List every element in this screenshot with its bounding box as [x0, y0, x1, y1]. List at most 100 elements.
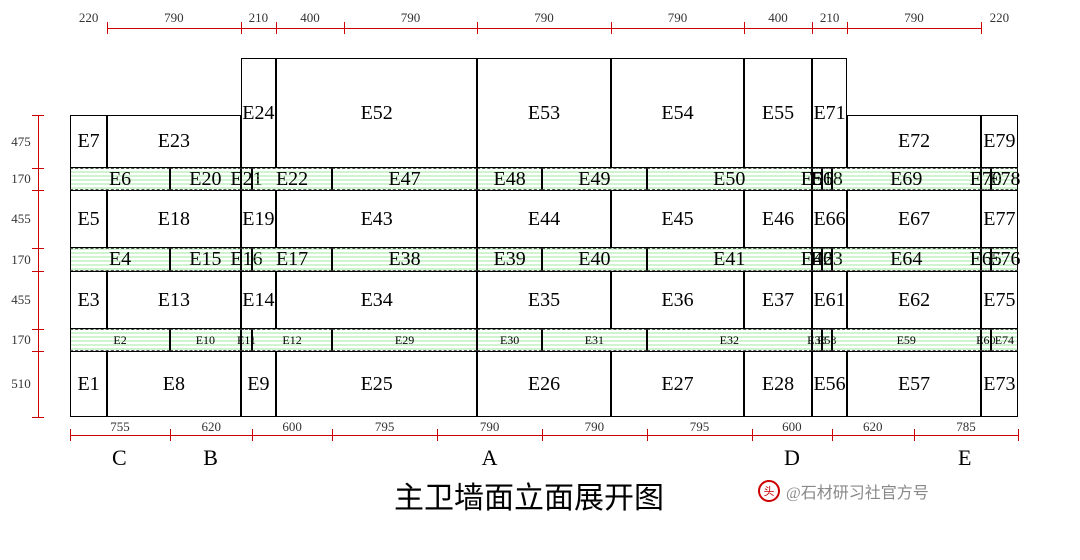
- panel-E37: E37: [744, 271, 812, 329]
- panel-E59: E59: [832, 329, 981, 351]
- panel-E74: E74: [991, 329, 1018, 351]
- panel-E2: E2: [70, 329, 170, 351]
- panel-E22: E22: [252, 168, 332, 190]
- panel-E28: E28: [744, 351, 812, 417]
- panel-E11: E11: [241, 329, 253, 351]
- dimension-label: 790: [107, 10, 240, 26]
- panel-E47: E47: [332, 168, 477, 190]
- dimension-label: 790: [611, 10, 744, 26]
- panel-E49: E49: [542, 168, 647, 190]
- panel-E38: E38: [332, 248, 477, 271]
- dimension-label: 510: [6, 376, 36, 392]
- dimension-label: 790: [847, 10, 980, 26]
- panel-E24: E24: [241, 58, 276, 168]
- panel-E29: E29: [332, 329, 477, 351]
- panel-E30: E30: [477, 329, 542, 351]
- panel-E14: E14: [241, 271, 276, 329]
- axis-label-B: B: [203, 445, 218, 471]
- dimension-label: 795: [647, 419, 752, 435]
- panel-E23: E23: [107, 115, 240, 168]
- panel-E6: E6: [70, 168, 170, 190]
- panel-E77: E77: [981, 190, 1018, 248]
- watermark-text: @石材研习社官方号: [786, 479, 929, 503]
- panel-E26: E26: [477, 351, 610, 417]
- watermark: 头 @石材研习社官方号: [758, 479, 929, 503]
- dimension-label: 210: [241, 10, 276, 26]
- panel-E76: E76: [991, 248, 1018, 271]
- panel-E66: E66: [812, 190, 847, 248]
- dimension-label: 785: [914, 419, 1018, 435]
- panel-E13: E13: [107, 271, 240, 329]
- elevation-drawing: E7E23E24E52E53E54E55E71E72E79E6E20E21E22…: [0, 0, 1080, 560]
- dimension-label: 620: [170, 419, 252, 435]
- panel-E73: E73: [981, 351, 1018, 417]
- dimension-label: 170: [6, 332, 36, 348]
- panel-E62: E62: [847, 271, 980, 329]
- panel-E57: E57: [847, 351, 980, 417]
- panel-E54: E54: [611, 58, 744, 168]
- axis-label-A: A: [482, 445, 498, 471]
- panel-E75: E75: [981, 271, 1018, 329]
- panel-E43: E43: [276, 190, 477, 248]
- panel-E7: E7: [70, 115, 107, 168]
- dimension-label: 795: [332, 419, 437, 435]
- dimension-label: 220: [981, 10, 1018, 26]
- panel-E72: E72: [847, 115, 980, 168]
- panel-E78: E78: [991, 168, 1018, 190]
- panel-E19: E19: [241, 190, 276, 248]
- panel-E32: E32: [647, 329, 812, 351]
- dimension-label: 790: [477, 10, 610, 26]
- panel-E79: E79: [981, 115, 1018, 168]
- panel-E10: E10: [170, 329, 241, 351]
- panel-E9: E9: [241, 351, 276, 417]
- drawing-title: 主卫墙面立面展开图: [394, 473, 664, 517]
- panel-E60: E60: [981, 329, 991, 351]
- panel-E71: E71: [812, 58, 847, 168]
- panel-E55: E55: [744, 58, 812, 168]
- dimension-label: 475: [6, 134, 36, 150]
- panel-E53: E53: [477, 58, 610, 168]
- panel-E48: E48: [477, 168, 542, 190]
- logo-icon: 头: [758, 480, 780, 502]
- panel-E1: E1: [70, 351, 107, 417]
- panel-E44: E44: [477, 190, 610, 248]
- panel-E27: E27: [611, 351, 744, 417]
- panel-E31: E31: [542, 329, 647, 351]
- panel-E5: E5: [70, 190, 107, 248]
- axis-label-E: E: [958, 445, 971, 471]
- dimension-label: 400: [276, 10, 344, 26]
- panel-E21: E21: [241, 168, 253, 190]
- panel-E35: E35: [477, 271, 610, 329]
- dimension-label: 790: [437, 419, 542, 435]
- axis-label-C: C: [112, 445, 127, 471]
- panel-E68: E68: [822, 168, 832, 190]
- dimension-label: 400: [744, 10, 812, 26]
- dimension-label: 755: [70, 419, 170, 435]
- dimension-label: 210: [812, 10, 847, 26]
- panel-E50: E50: [647, 168, 812, 190]
- panel-E67: E67: [847, 190, 980, 248]
- panel-E45: E45: [611, 190, 744, 248]
- panel-E52: E52: [276, 58, 477, 168]
- panel-E8: E8: [107, 351, 240, 417]
- panel-E61: E61: [812, 271, 847, 329]
- dimension-label: 790: [542, 419, 647, 435]
- panel-E64: E64: [832, 248, 981, 271]
- panel-E39: E39: [477, 248, 542, 271]
- panel-E34: E34: [276, 271, 477, 329]
- panel-E25: E25: [276, 351, 477, 417]
- panel-E46: E46: [744, 190, 812, 248]
- axis-label-D: D: [784, 445, 800, 471]
- dimension-label: 455: [6, 292, 36, 308]
- panel-E18: E18: [107, 190, 240, 248]
- panel-E40: E40: [542, 248, 647, 271]
- dimension-label: 170: [6, 171, 36, 187]
- panel-E3: E3: [70, 271, 107, 329]
- panel-E58: E58: [822, 329, 832, 351]
- dimension-label: 220: [70, 10, 107, 26]
- dimension-label: 455: [6, 211, 36, 227]
- panel-E16: E16: [241, 248, 253, 271]
- panel-E56: E56: [812, 351, 847, 417]
- dimension-label: 790: [344, 10, 477, 26]
- panel-E4: E4: [70, 248, 170, 271]
